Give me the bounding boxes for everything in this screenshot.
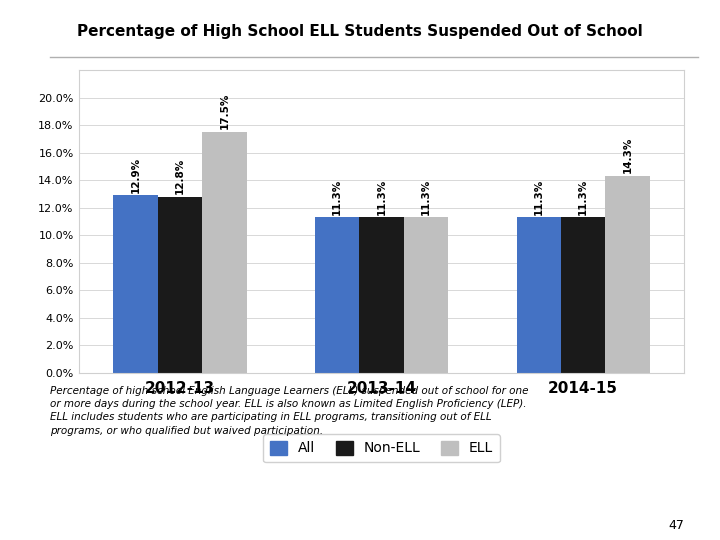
Bar (158, 197, 202, 373)
Text: Percentage of high school English Language Learners (ELL) suspended out of schoo: Percentage of high school English Langua… (50, 386, 529, 436)
Text: 11.3%: 11.3% (421, 178, 431, 214)
Bar (517, 217, 561, 373)
Bar (202, 132, 246, 373)
Text: 11.3%: 11.3% (332, 178, 342, 214)
Text: 12.8%: 12.8% (175, 158, 185, 194)
Bar (561, 217, 606, 373)
Legend: All, Non-ELL, ELL: All, Non-ELL, ELL (263, 434, 500, 462)
Bar (315, 217, 359, 373)
Text: 14.3%: 14.3% (623, 137, 633, 173)
Text: 11.3%: 11.3% (377, 178, 387, 214)
Text: Percentage of High School ELL Students Suspended Out of School: Percentage of High School ELL Students S… (77, 24, 643, 39)
Text: 12.9%: 12.9% (130, 157, 140, 193)
Text: 11.3%: 11.3% (534, 178, 544, 214)
Bar (606, 176, 649, 373)
Bar (404, 217, 448, 373)
Bar (359, 217, 404, 373)
Text: 11.3%: 11.3% (578, 178, 588, 214)
Bar (114, 195, 158, 373)
Text: 47: 47 (668, 519, 684, 532)
Text: 17.5%: 17.5% (220, 93, 230, 129)
